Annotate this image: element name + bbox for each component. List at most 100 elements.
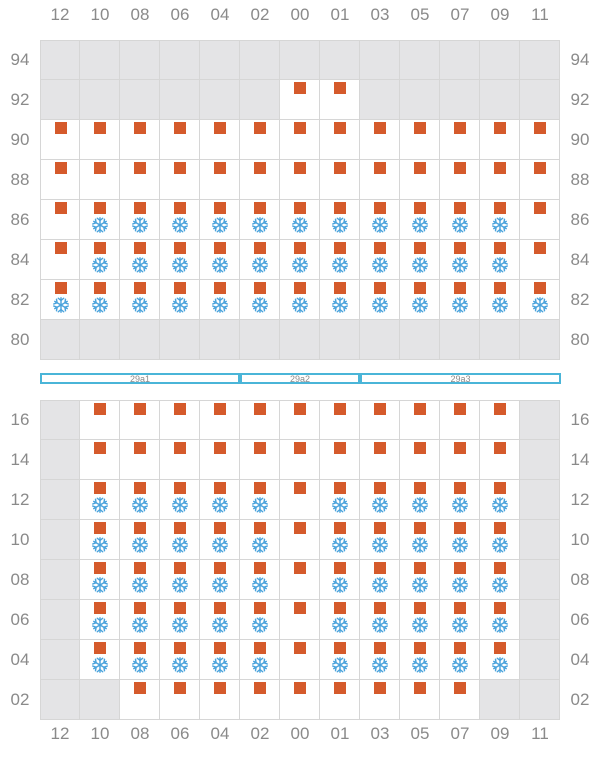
container-slot[interactable] xyxy=(40,120,80,160)
reefer-slot[interactable] xyxy=(480,200,520,240)
reefer-slot[interactable] xyxy=(320,280,360,320)
container-slot[interactable] xyxy=(480,440,520,480)
reefer-slot[interactable] xyxy=(280,280,320,320)
container-slot[interactable] xyxy=(40,240,80,280)
reefer-slot[interactable] xyxy=(440,600,480,640)
container-slot[interactable] xyxy=(160,120,200,160)
container-slot[interactable] xyxy=(200,160,240,200)
reefer-slot[interactable] xyxy=(160,520,200,560)
empty-slot[interactable] xyxy=(520,320,560,360)
reefer-slot[interactable] xyxy=(360,280,400,320)
reefer-slot[interactable] xyxy=(160,200,200,240)
empty-slot[interactable] xyxy=(280,40,320,80)
container-slot[interactable] xyxy=(240,680,280,720)
container-slot[interactable] xyxy=(440,440,480,480)
reefer-slot[interactable] xyxy=(120,560,160,600)
empty-slot[interactable] xyxy=(80,320,120,360)
reefer-slot[interactable] xyxy=(360,640,400,680)
empty-slot[interactable] xyxy=(440,320,480,360)
reefer-slot[interactable] xyxy=(320,560,360,600)
reefer-slot[interactable] xyxy=(120,600,160,640)
container-slot[interactable] xyxy=(320,440,360,480)
reefer-slot[interactable] xyxy=(360,520,400,560)
container-slot[interactable] xyxy=(120,440,160,480)
reefer-slot[interactable] xyxy=(320,480,360,520)
reefer-slot[interactable] xyxy=(440,240,480,280)
empty-slot[interactable] xyxy=(200,80,240,120)
reefer-slot[interactable] xyxy=(360,480,400,520)
empty-slot[interactable] xyxy=(160,320,200,360)
empty-slot[interactable] xyxy=(120,80,160,120)
container-slot[interactable] xyxy=(120,120,160,160)
container-slot[interactable] xyxy=(120,160,160,200)
reefer-slot[interactable] xyxy=(160,560,200,600)
hatch-cover-29a2[interactable]: 29a2 xyxy=(240,373,360,384)
container-slot[interactable] xyxy=(480,400,520,440)
reefer-slot[interactable] xyxy=(200,560,240,600)
reefer-slot[interactable] xyxy=(160,480,200,520)
reefer-slot[interactable] xyxy=(440,640,480,680)
reefer-slot[interactable] xyxy=(120,200,160,240)
reefer-slot[interactable] xyxy=(280,200,320,240)
container-slot[interactable] xyxy=(440,120,480,160)
container-slot[interactable] xyxy=(200,120,240,160)
empty-slot[interactable] xyxy=(120,320,160,360)
empty-slot[interactable] xyxy=(360,320,400,360)
container-slot[interactable] xyxy=(200,400,240,440)
empty-slot[interactable] xyxy=(400,80,440,120)
container-slot[interactable] xyxy=(520,120,560,160)
empty-slot[interactable] xyxy=(240,40,280,80)
reefer-slot[interactable] xyxy=(320,600,360,640)
empty-slot[interactable] xyxy=(40,400,80,440)
empty-slot[interactable] xyxy=(40,320,80,360)
reefer-slot[interactable] xyxy=(200,640,240,680)
empty-slot[interactable] xyxy=(320,320,360,360)
empty-slot[interactable] xyxy=(80,680,120,720)
container-slot[interactable] xyxy=(320,160,360,200)
empty-slot[interactable] xyxy=(480,80,520,120)
empty-slot[interactable] xyxy=(440,40,480,80)
container-slot[interactable] xyxy=(160,440,200,480)
reefer-slot[interactable] xyxy=(400,600,440,640)
container-slot[interactable] xyxy=(280,600,320,640)
container-slot[interactable] xyxy=(360,160,400,200)
container-slot[interactable] xyxy=(240,160,280,200)
container-slot[interactable] xyxy=(360,120,400,160)
reefer-slot[interactable] xyxy=(480,600,520,640)
container-slot[interactable] xyxy=(280,120,320,160)
container-slot[interactable] xyxy=(440,680,480,720)
container-slot[interactable] xyxy=(400,680,440,720)
empty-slot[interactable] xyxy=(40,640,80,680)
container-slot[interactable] xyxy=(160,400,200,440)
reefer-slot[interactable] xyxy=(240,600,280,640)
reefer-slot[interactable] xyxy=(80,480,120,520)
empty-slot[interactable] xyxy=(520,520,560,560)
reefer-slot[interactable] xyxy=(120,520,160,560)
reefer-slot[interactable] xyxy=(320,240,360,280)
empty-slot[interactable] xyxy=(440,80,480,120)
empty-slot[interactable] xyxy=(400,320,440,360)
reefer-slot[interactable] xyxy=(480,640,520,680)
reefer-slot[interactable] xyxy=(160,240,200,280)
reefer-slot[interactable] xyxy=(280,240,320,280)
empty-slot[interactable] xyxy=(520,560,560,600)
container-slot[interactable] xyxy=(80,120,120,160)
reefer-slot[interactable] xyxy=(240,240,280,280)
container-slot[interactable] xyxy=(280,560,320,600)
container-slot[interactable] xyxy=(520,200,560,240)
empty-slot[interactable] xyxy=(40,440,80,480)
reefer-slot[interactable] xyxy=(120,280,160,320)
empty-slot[interactable] xyxy=(40,600,80,640)
empty-slot[interactable] xyxy=(160,80,200,120)
reefer-slot[interactable] xyxy=(440,480,480,520)
reefer-slot[interactable] xyxy=(400,520,440,560)
reefer-slot[interactable] xyxy=(80,640,120,680)
reefer-slot[interactable] xyxy=(200,600,240,640)
empty-slot[interactable] xyxy=(480,680,520,720)
reefer-slot[interactable] xyxy=(520,280,560,320)
reefer-slot[interactable] xyxy=(480,280,520,320)
reefer-slot[interactable] xyxy=(440,560,480,600)
empty-slot[interactable] xyxy=(520,480,560,520)
container-slot[interactable] xyxy=(80,400,120,440)
container-slot[interactable] xyxy=(320,120,360,160)
